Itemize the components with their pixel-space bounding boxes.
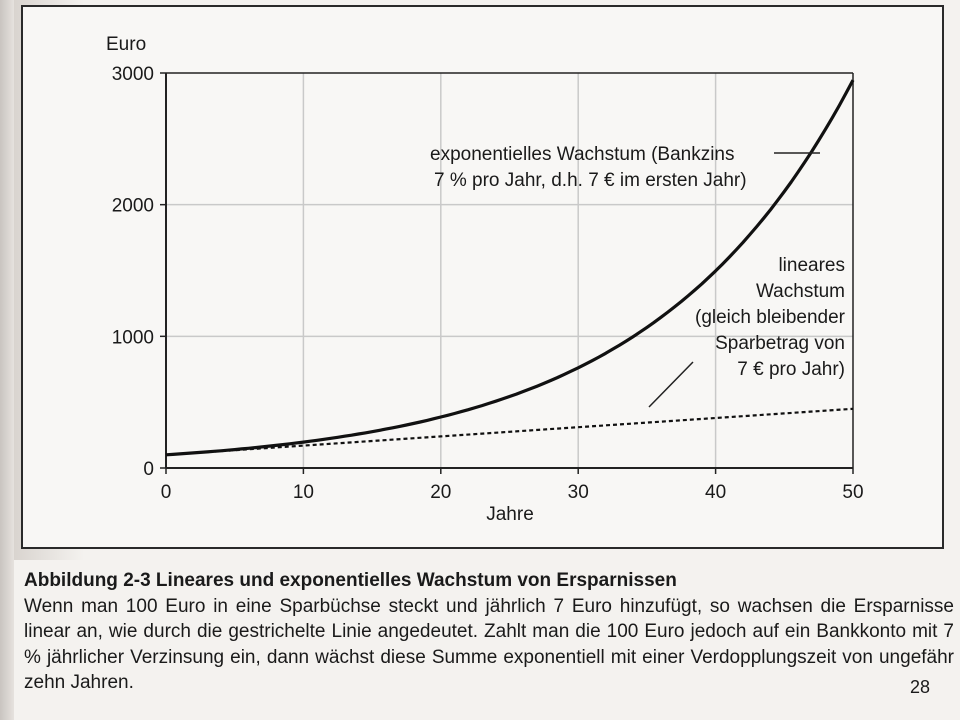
scan-edge [0,0,14,720]
plot-area [166,73,853,468]
caption-body: Wenn man 100 Euro in eine Sparbüchse ste… [24,595,954,694]
x-axis-label: Jahre [486,504,534,525]
caption-title: Abbildung 2-3 Lineares und exponentielle… [24,570,677,591]
y-axis-label: Euro [106,34,146,55]
x-tick-label: 50 [842,482,863,503]
x-tick-label: 30 [568,482,589,503]
x-tick-label: 40 [705,482,726,503]
linear-annotation-line: Wachstum [756,281,845,302]
y-tick-label: 1000 [112,327,154,348]
linear-annotation-line: 7 € pro Jahr) [737,359,845,380]
exponential-annotation-line: 7 % pro Jahr, d.h. 7 € im ersten Jahr) [434,170,747,191]
linear-annotation-line: Sparbetrag von [715,333,845,354]
exponential-series-line [165,79,855,457]
exponential-annotation-line: exponentielles Wachstum (Bankzins [430,144,735,165]
linear-annotation-leader [648,361,694,408]
x-tick-label: 0 [161,482,172,503]
x-tick-label: 20 [430,482,451,503]
page-number: 28 [910,677,931,697]
y-tick-label: 3000 [112,64,154,85]
figure-caption: Abbildung 2-3 Lineares und exponentielle… [24,568,954,696]
y-tick-label: 2000 [112,196,154,217]
y-tick-label: 0 [143,459,154,480]
growth-chart: 0 10 20 30 40 50 0 1000 2000 3000 Euro Jahre exponen… [106,34,864,525]
linear-annotation-line: lineares [778,255,845,276]
x-tick-label: 10 [293,482,314,503]
linear-series-line [165,407,854,456]
linear-annotation-line: (gleich bleibender [695,307,846,328]
